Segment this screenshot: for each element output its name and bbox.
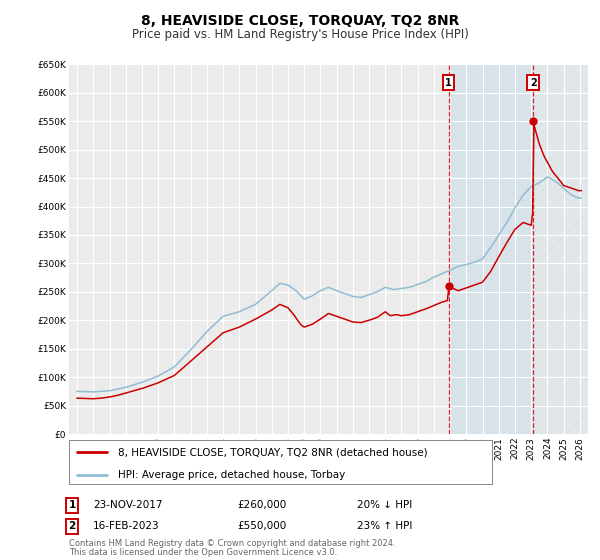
Text: 1: 1 xyxy=(68,500,76,510)
Text: 8, HEAVISIDE CLOSE, TORQUAY, TQ2 8NR: 8, HEAVISIDE CLOSE, TORQUAY, TQ2 8NR xyxy=(141,14,459,28)
Bar xyxy=(449,64,533,434)
Text: 2: 2 xyxy=(530,78,536,87)
Text: 23-NOV-2017: 23-NOV-2017 xyxy=(93,500,163,510)
Text: Price paid vs. HM Land Registry's House Price Index (HPI): Price paid vs. HM Land Registry's House … xyxy=(131,28,469,41)
Text: 20% ↓ HPI: 20% ↓ HPI xyxy=(357,500,412,510)
Text: HPI: Average price, detached house, Torbay: HPI: Average price, detached house, Torb… xyxy=(118,469,345,479)
Text: Contains HM Land Registry data © Crown copyright and database right 2024.: Contains HM Land Registry data © Crown c… xyxy=(69,539,395,548)
Text: £260,000: £260,000 xyxy=(237,500,286,510)
Text: 2: 2 xyxy=(68,521,76,531)
Text: 8, HEAVISIDE CLOSE, TORQUAY, TQ2 8NR (detached house): 8, HEAVISIDE CLOSE, TORQUAY, TQ2 8NR (de… xyxy=(118,447,427,457)
Text: 1: 1 xyxy=(445,78,452,87)
Text: £550,000: £550,000 xyxy=(237,521,286,531)
Text: 16-FEB-2023: 16-FEB-2023 xyxy=(93,521,160,531)
Bar xyxy=(533,64,588,434)
Text: This data is licensed under the Open Government Licence v3.0.: This data is licensed under the Open Gov… xyxy=(69,548,337,557)
Text: 23% ↑ HPI: 23% ↑ HPI xyxy=(357,521,412,531)
